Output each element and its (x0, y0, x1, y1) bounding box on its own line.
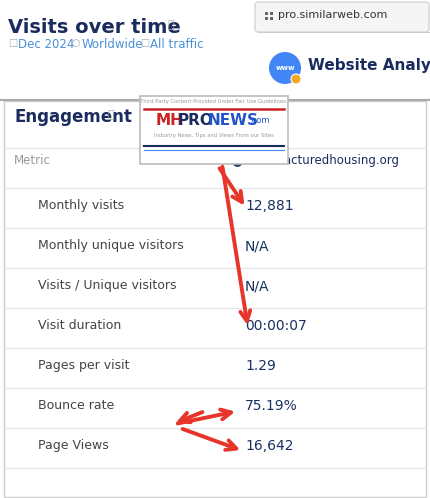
Text: manufacturedhousing.org: manufacturedhousing.org (247, 154, 400, 167)
Text: Industry News, Tips and Views From our Sites: Industry News, Tips and Views From our S… (154, 133, 274, 138)
FancyBboxPatch shape (255, 2, 429, 32)
Text: Third Party Content Provided Under Fair Use Guidelines.: Third Party Content Provided Under Fair … (140, 99, 288, 104)
Text: ○: ○ (72, 38, 80, 48)
Text: PRO: PRO (178, 113, 214, 128)
Text: Worldwide: Worldwide (82, 38, 144, 51)
Text: pro.similarweb.com: pro.similarweb.com (278, 10, 387, 20)
Text: Visits / Unique visitors: Visits / Unique visitors (38, 279, 176, 292)
Text: All traffic: All traffic (150, 38, 203, 51)
Text: Monthly unique visitors: Monthly unique visitors (38, 239, 184, 252)
Text: □: □ (140, 38, 149, 48)
Text: NEWS: NEWS (208, 113, 259, 128)
Bar (265, 17, 268, 20)
Text: Website Analysis: Website Analysis (308, 58, 430, 73)
Text: Pages per visit: Pages per visit (38, 359, 129, 372)
Text: 12,881: 12,881 (245, 199, 294, 213)
Text: MH: MH (156, 113, 184, 128)
Text: .com: .com (249, 116, 270, 125)
Text: N/A: N/A (245, 239, 270, 253)
Text: Engagement: Engagement (14, 108, 132, 126)
Text: Monthly visits: Monthly visits (38, 199, 124, 212)
Bar (0, 0, 430, 100)
FancyBboxPatch shape (140, 96, 288, 164)
Text: www: www (275, 65, 295, 71)
Bar (265, 12, 268, 15)
Bar (270, 12, 273, 15)
Text: 00:00:07: 00:00:07 (245, 319, 307, 333)
Text: Metric: Metric (14, 154, 51, 167)
Point (233, 157, 240, 165)
Text: 1.29: 1.29 (245, 359, 276, 373)
Circle shape (291, 74, 301, 84)
Text: Dec 2024: Dec 2024 (18, 38, 74, 51)
Text: ⓘ: ⓘ (168, 20, 175, 30)
Text: 16,642: 16,642 (245, 439, 294, 453)
Text: Visit duration: Visit duration (38, 319, 121, 332)
Text: Page Views: Page Views (38, 439, 109, 452)
Text: N/A: N/A (245, 279, 270, 293)
Text: 75.19%: 75.19% (245, 399, 298, 413)
Text: Visits over time: Visits over time (8, 18, 181, 37)
Text: □: □ (8, 38, 17, 48)
Bar (4, 101, 426, 497)
Circle shape (269, 52, 301, 84)
Bar (270, 17, 273, 20)
Text: ⓘ: ⓘ (108, 110, 115, 120)
Text: Bounce rate: Bounce rate (38, 399, 114, 412)
